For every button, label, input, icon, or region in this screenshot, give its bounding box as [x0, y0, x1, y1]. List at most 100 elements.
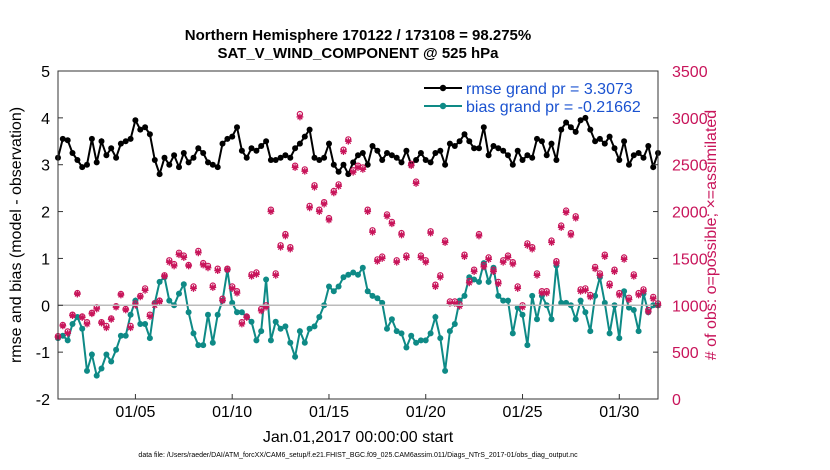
rmse-point	[156, 171, 163, 178]
bias-point	[84, 367, 90, 374]
rmse-point	[69, 150, 76, 156]
rmse-point	[151, 157, 158, 163]
obs-assimilated-marker	[407, 162, 415, 170]
obs-assimilated-marker	[311, 183, 318, 191]
rmse-point	[587, 126, 594, 133]
obs-assimilated-marker	[194, 249, 202, 257]
obs-assimilated-marker	[456, 302, 464, 310]
x-tick-label: 01/30	[599, 404, 639, 421]
rmse-point	[413, 157, 420, 163]
obs-assimilated-marker	[640, 287, 647, 295]
bias-point	[379, 299, 386, 306]
bias-point	[369, 292, 376, 299]
rmse-point	[524, 152, 531, 159]
rmse-point	[146, 131, 153, 138]
x-tick-label: 01/05	[115, 404, 155, 421]
obs-assimilated-marker	[470, 268, 478, 275]
bias-point	[296, 328, 303, 335]
rmse-point	[505, 152, 511, 159]
y2-tick-label: 1000	[672, 298, 708, 315]
obs-assimilated-marker	[127, 324, 134, 332]
legend-marker	[439, 102, 447, 110]
bias-point	[495, 292, 502, 299]
obs-assimilated-marker	[538, 289, 546, 297]
obs-assimilated-marker	[398, 231, 405, 239]
bias-point	[306, 325, 313, 332]
bias-point	[422, 337, 429, 344]
obs-assimilated-marker	[117, 291, 125, 299]
obs-assimilated-marker	[248, 272, 255, 280]
bias-point	[471, 276, 478, 283]
obs-assimilated-marker	[606, 282, 614, 290]
bias-point	[79, 325, 86, 332]
obs-assimilated-marker	[620, 255, 628, 263]
obs-assimilated-marker	[461, 253, 468, 260]
y2-axis-label: # of obs: o=possible; ×=assimilated	[703, 110, 720, 360]
bias-point	[384, 325, 390, 332]
bias-point	[417, 337, 424, 344]
obs-assimilated-marker	[93, 305, 101, 313]
obs-assimilated-marker	[88, 310, 96, 318]
bias-point	[103, 351, 110, 358]
bias-point	[340, 274, 347, 281]
rmse-point	[64, 137, 71, 144]
obs-assimilated-marker	[552, 259, 560, 267]
rmse-point	[253, 147, 260, 154]
bias-point	[98, 365, 105, 372]
obs-assimilated-marker	[485, 255, 493, 263]
obs-assimilated-marker	[417, 254, 425, 261]
legend-label: bias grand pr = -0.21662	[466, 99, 641, 116]
bias-point	[108, 358, 115, 365]
rmse-point	[132, 117, 139, 124]
rmse-point	[567, 124, 574, 131]
obs-assimilated-marker	[335, 182, 343, 190]
obs-assimilated-marker	[306, 204, 314, 212]
bias-point	[621, 288, 628, 295]
obs-assimilated-marker	[388, 220, 396, 228]
bias-point	[635, 328, 642, 335]
rmse-point	[398, 159, 405, 166]
bias-point	[403, 344, 410, 351]
bias-series	[55, 260, 661, 379]
bias-point	[287, 339, 294, 346]
rmse-point	[543, 152, 550, 159]
obs-assimilated-marker	[480, 263, 488, 271]
rmse-point	[185, 159, 192, 166]
bias-point	[616, 335, 623, 342]
obs-assimilated-marker	[315, 208, 323, 215]
bias-point	[214, 311, 221, 318]
rmse-point	[79, 164, 86, 171]
rmse-point	[98, 138, 105, 145]
obs-assimilated-marker	[649, 295, 657, 303]
rmse-point	[335, 168, 342, 175]
obs-assimilated-marker	[596, 271, 604, 279]
rmse-point	[650, 164, 657, 171]
obs-assimilated-marker	[422, 258, 430, 266]
rmse-point	[113, 154, 120, 161]
bias-point	[113, 346, 120, 353]
rmse-point	[74, 157, 81, 163]
data-file-note: data file: /Users/raeder/DAI/ATM_forcXX/…	[138, 452, 578, 459]
bias-point	[253, 337, 260, 344]
bias-point	[316, 314, 323, 320]
bias-point	[267, 337, 274, 344]
rmse-point	[596, 135, 603, 142]
bias-point	[563, 299, 570, 306]
rmse-point	[296, 140, 303, 147]
obs-assimilated-marker	[427, 229, 434, 237]
rmse-point	[500, 147, 507, 154]
obs-assimilated-marker	[301, 167, 309, 175]
rmse-point	[137, 126, 144, 133]
rmse-point	[427, 159, 434, 166]
bias-point	[461, 292, 468, 299]
bias-point	[272, 318, 279, 325]
rmse-point	[471, 145, 478, 152]
obs-assimilated-marker	[528, 245, 536, 253]
bias-point	[205, 311, 211, 318]
rmse-point	[374, 147, 381, 154]
rmse-point	[640, 154, 647, 161]
bias-point	[301, 339, 308, 346]
rmse-point	[480, 124, 487, 131]
rmse-point	[422, 157, 429, 163]
bias-point	[263, 276, 270, 283]
